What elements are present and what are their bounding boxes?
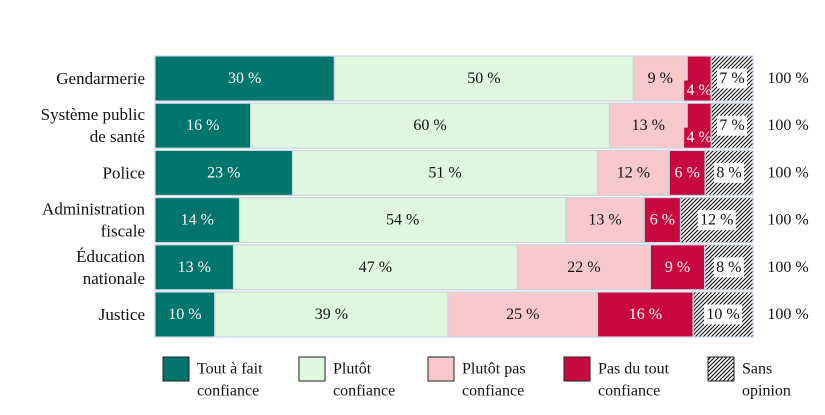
bar-segment <box>214 291 449 338</box>
bar-segment <box>447 291 599 338</box>
bar-segment <box>154 55 335 102</box>
legend-swatch <box>707 356 735 382</box>
legend-swatch <box>427 356 455 382</box>
bar-segment <box>291 149 599 196</box>
legend-label: confiance <box>462 383 524 400</box>
bar-segment <box>250 102 611 149</box>
bar-segment <box>668 149 706 196</box>
category-label: Police <box>103 163 146 182</box>
bar-segment <box>154 197 241 244</box>
category-label: fiscale <box>101 222 145 241</box>
value-label: 8 % <box>716 259 741 276</box>
value-label: 10 % <box>168 306 201 323</box>
bars-group: 30 % 50 % 9 % 4 % 7 % 16 % 60 % 13 % 4 % 7 % 23 % 5… <box>154 55 754 338</box>
bar-segment <box>154 102 252 149</box>
bar-segment <box>516 244 651 291</box>
bar-segment <box>565 197 645 244</box>
bar-segment <box>154 149 294 196</box>
value-label: 25 % <box>506 306 539 323</box>
value-label: 47 % <box>359 259 392 276</box>
total-label: 100 % <box>767 117 808 134</box>
value-label: 16 % <box>629 306 662 323</box>
value-label-box <box>684 80 715 101</box>
bar-segment <box>608 102 688 149</box>
value-label: 51 % <box>428 164 461 181</box>
category-label: Système public <box>41 105 146 124</box>
legend: Tout à fait confiance Plutôt confiance Plutô… <box>162 356 791 400</box>
value-label: 14 % <box>181 212 214 229</box>
bar-segment <box>333 55 634 102</box>
value-label: 7 % <box>719 117 744 134</box>
category-label: Éducation <box>76 247 145 266</box>
legend-swatch <box>563 356 591 382</box>
total-label: 100 % <box>767 259 808 276</box>
legend-label: Plutôt <box>333 361 372 378</box>
legend-label: Pas du tout <box>598 361 670 378</box>
value-label: 9 % <box>665 259 690 276</box>
bar-segment <box>232 244 519 291</box>
value-label: 13 % <box>632 117 665 134</box>
legend-label: Tout à fait <box>197 361 263 378</box>
total-label: 100 % <box>767 212 808 229</box>
value-label-box <box>713 257 744 278</box>
legend-label: confiance <box>197 383 259 400</box>
value-label: 13 % <box>588 212 621 229</box>
bar-segment <box>154 291 216 338</box>
legend-label: opinion <box>742 383 791 400</box>
value-label-box <box>684 127 715 148</box>
value-label: 6 % <box>675 164 700 181</box>
total-labels: 100 % 100 % 100 % 100 % 100 % 100 % <box>767 70 808 323</box>
category-label: Administration <box>42 200 145 219</box>
category-label: de santé <box>90 127 145 146</box>
category-labels: Gendarmerie Système public de santé Police A… <box>41 69 146 324</box>
legend-swatch <box>162 356 190 382</box>
total-label: 100 % <box>767 306 808 323</box>
total-label: 100 % <box>767 164 808 181</box>
value-label-box <box>714 162 745 183</box>
value-label: 6 % <box>650 212 675 229</box>
value-label-box <box>717 68 748 89</box>
category-label: Gendarmerie <box>56 69 145 88</box>
legend-swatch <box>298 356 326 382</box>
category-label: Justice <box>99 305 145 324</box>
value-label-box <box>717 115 748 136</box>
value-label: 54 % <box>386 212 419 229</box>
value-label: 50 % <box>467 70 500 87</box>
legend-label: Plutôt pas <box>462 361 526 378</box>
total-label: 100 % <box>767 70 808 87</box>
value-label: 60 % <box>413 117 446 134</box>
value-label: 13 % <box>178 259 211 276</box>
legend-label: Sans <box>742 361 772 378</box>
bar-segment <box>238 197 567 244</box>
value-label: 12 % <box>617 164 650 181</box>
legend-label: confiance <box>598 383 660 400</box>
bar-segment <box>643 197 682 244</box>
value-label: 4 % <box>687 129 712 146</box>
value-label: 7 % <box>719 70 744 87</box>
value-label: 8 % <box>716 164 741 181</box>
value-label: 22 % <box>567 259 600 276</box>
bar-segment <box>649 244 706 291</box>
bar-segment <box>154 244 235 291</box>
value-label: 39 % <box>315 306 348 323</box>
value-label: 12 % <box>700 212 733 229</box>
value-label: 4 % <box>687 82 712 99</box>
value-label: 30 % <box>228 70 261 87</box>
value-label: 9 % <box>648 70 673 87</box>
legend-label: confiance <box>333 383 395 400</box>
value-label: 23 % <box>207 164 240 181</box>
value-label-box <box>697 210 736 231</box>
bar-segment <box>632 55 688 102</box>
value-label: 10 % <box>706 306 739 323</box>
category-label: nationale <box>83 269 145 288</box>
value-label-box <box>704 304 743 325</box>
bar-segment <box>596 149 670 196</box>
value-label: 16 % <box>186 117 219 134</box>
